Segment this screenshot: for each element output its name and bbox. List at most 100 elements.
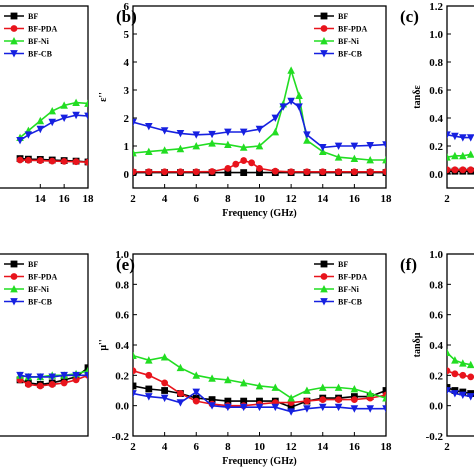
data-point — [467, 166, 474, 174]
data-point — [303, 136, 311, 144]
data-point — [335, 168, 342, 176]
x-tick-label: 4 — [162, 441, 168, 453]
legend-marker — [320, 273, 328, 280]
data-point — [447, 131, 451, 139]
x-tick-label: 10 — [254, 441, 266, 453]
data-point — [459, 371, 467, 379]
data-point — [145, 356, 153, 364]
data-point — [239, 378, 248, 387]
series-group — [447, 348, 474, 401]
legend-marker — [10, 273, 18, 280]
x-tick-label: 2 — [444, 441, 450, 453]
data-point — [24, 381, 32, 388]
y-tick-label: 0.6 — [115, 310, 129, 322]
legend-label: BF — [28, 260, 38, 269]
data-point — [466, 150, 474, 158]
legend: BF BF-PDA BF-Ni BF-CB — [314, 12, 368, 59]
data-point — [224, 128, 232, 136]
data-point — [451, 370, 459, 378]
data-point — [145, 168, 153, 176]
legend-label: BF-Ni — [28, 37, 50, 46]
y-tick-label: 1.2 — [429, 1, 443, 13]
data-point — [160, 353, 169, 361]
legend-label: BF-Ni — [338, 285, 360, 294]
series-group — [16, 364, 88, 390]
data-point — [145, 123, 153, 131]
data-point — [16, 371, 24, 380]
data-point — [256, 169, 263, 176]
data-point — [176, 399, 185, 407]
plot-frame — [446, 5, 474, 189]
x-tick-label: 2 — [130, 441, 136, 453]
x-tick-label: 14 — [317, 193, 329, 205]
data-point — [366, 389, 374, 397]
data-point — [459, 151, 467, 160]
data-point — [145, 393, 153, 401]
series-line — [447, 370, 471, 378]
x-tick-label: 4 — [162, 193, 168, 205]
y-axis-title: tanδμ — [412, 332, 423, 357]
data-point — [145, 371, 153, 379]
data-point — [192, 168, 200, 176]
legend: BF BF-PDA BF-Ni BF-CB — [314, 260, 368, 307]
panel-letter: (f) — [400, 255, 417, 274]
data-point — [295, 91, 303, 99]
legend-label: BF-CB — [28, 50, 53, 59]
y-tick-label: 0.2 — [115, 370, 129, 382]
data-point — [72, 111, 80, 120]
x-tick-label: 16 — [349, 441, 361, 453]
data-point — [160, 394, 169, 403]
data-point — [208, 139, 216, 147]
y-tick-label: 1.0 — [115, 249, 129, 261]
legend: BF BF-PDA BF-Ni BF-CB — [4, 12, 58, 59]
x-tick-label: 16 — [349, 193, 361, 205]
data-point — [84, 364, 88, 372]
data-point — [271, 383, 280, 391]
data-point — [350, 384, 359, 393]
data-point — [177, 390, 184, 397]
data-point — [72, 98, 80, 106]
data-point — [382, 405, 386, 413]
data-point — [48, 373, 57, 381]
data-point — [176, 363, 185, 372]
y-tick-label: 1.0 — [429, 249, 443, 261]
data-point — [16, 137, 24, 145]
data-point — [451, 356, 459, 364]
data-point — [60, 158, 68, 165]
data-point — [335, 396, 342, 403]
y-tick-label: 0.6 — [429, 310, 443, 322]
legend-marker — [320, 37, 328, 45]
y-tick-label: -0.2 — [112, 431, 130, 443]
y-tick-label: 0.4 — [115, 340, 129, 352]
data-point — [382, 394, 386, 402]
data-point — [192, 142, 201, 150]
x-tick-label: 6 — [194, 441, 200, 453]
legend-marker — [10, 25, 18, 32]
data-point — [303, 386, 311, 394]
x-tick-label: 18 — [381, 441, 393, 453]
data-point — [133, 390, 137, 398]
x-tick-label: 14 — [35, 193, 47, 205]
legend-label: BF-Ni — [338, 37, 360, 46]
data-point — [382, 168, 386, 176]
data-point — [133, 382, 137, 390]
data-point — [334, 403, 343, 412]
panel-letter: (c) — [400, 7, 419, 26]
panel-letter: (b) — [116, 7, 137, 26]
series-group — [447, 131, 474, 175]
data-point — [192, 371, 201, 379]
data-point — [287, 66, 295, 74]
data-point — [451, 166, 459, 174]
data-point — [466, 134, 474, 142]
data-point — [239, 143, 248, 151]
data-point — [36, 116, 45, 125]
y-axis-title: μ'' — [98, 339, 109, 350]
data-point — [48, 157, 56, 165]
data-point — [176, 130, 185, 138]
legend-label: BF-PDA — [338, 273, 368, 282]
series-group — [16, 98, 88, 166]
data-point — [295, 103, 303, 111]
data-point — [161, 387, 169, 394]
data-point — [177, 168, 184, 176]
